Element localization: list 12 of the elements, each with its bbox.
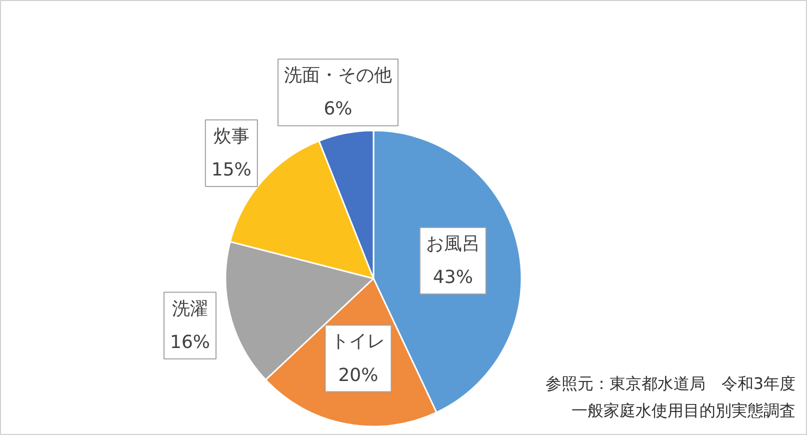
data-label: 15%	[211, 160, 252, 181]
data-label: 43%	[432, 267, 473, 288]
slice-label: トイレ	[331, 331, 386, 352]
text: 一般家庭水使用目的別実態調査	[572, 401, 796, 420]
slice-label: 洗濯	[172, 298, 208, 320]
slice-label: お風呂	[426, 233, 480, 254]
data-label: 16%	[170, 332, 210, 353]
text: 参照元：東京都水道局 令和3年度	[545, 374, 796, 393]
data-label: 20%	[338, 364, 378, 386]
slice-label: 洗面・その他	[284, 65, 392, 86]
data-label: 6%	[324, 98, 352, 120]
slice-label: 炊事	[213, 126, 250, 147]
